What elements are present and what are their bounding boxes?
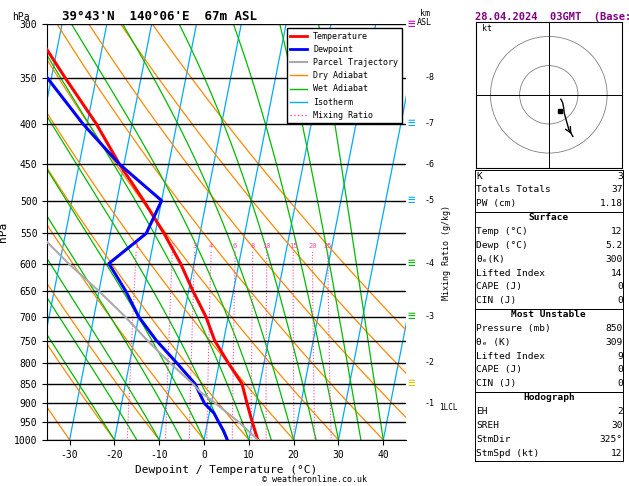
Text: PW (cm): PW (cm) [476,199,516,208]
Y-axis label: hPa: hPa [0,222,8,242]
Text: 2: 2 [170,243,174,249]
Text: 3: 3 [192,243,197,249]
Text: ≡: ≡ [407,18,415,31]
Text: 3: 3 [617,172,623,181]
Text: 0: 0 [617,365,623,375]
Text: Pressure (mb): Pressure (mb) [476,324,551,333]
Text: StmSpd (kt): StmSpd (kt) [476,449,540,458]
Text: 6: 6 [233,243,237,249]
Text: 12: 12 [611,227,623,236]
Text: 5.2: 5.2 [606,241,623,250]
Text: Lifted Index: Lifted Index [476,268,545,278]
Text: 9: 9 [617,352,623,361]
Text: 8: 8 [250,243,255,249]
Text: -5: -5 [425,196,435,205]
Text: Temp (°C): Temp (°C) [476,227,528,236]
Text: 0: 0 [617,380,623,388]
Text: 1LCL: 1LCL [439,403,457,412]
Text: -8: -8 [425,73,435,82]
Text: Mixing Ratio (g/kg): Mixing Ratio (g/kg) [442,206,451,300]
Text: -7: -7 [425,119,435,128]
Text: 15: 15 [289,243,298,249]
Text: ≡: ≡ [407,117,415,130]
Text: EH: EH [476,407,487,416]
Text: 1: 1 [134,243,138,249]
Text: 12: 12 [611,449,623,458]
Text: -4: -4 [425,259,435,268]
Text: SREH: SREH [476,421,499,430]
Text: ≡: ≡ [407,194,415,207]
Text: ≡: ≡ [407,257,415,270]
Text: 325°: 325° [599,435,623,444]
Text: -2: -2 [425,358,435,367]
Text: 28.04.2024  03GMT  (Base: 18): 28.04.2024 03GMT (Base: 18) [475,12,629,22]
Text: CIN (J): CIN (J) [476,296,516,305]
Text: Hodograph: Hodograph [523,393,575,402]
Text: Surface: Surface [529,213,569,222]
Text: Most Unstable: Most Unstable [511,310,586,319]
Text: Totals Totals: Totals Totals [476,185,551,194]
Text: θₑ(K): θₑ(K) [476,255,505,264]
Text: 850: 850 [606,324,623,333]
Text: 4: 4 [209,243,213,249]
Text: 30: 30 [611,421,623,430]
Text: ≡: ≡ [407,377,415,390]
Text: 0: 0 [617,296,623,305]
Text: Lifted Index: Lifted Index [476,352,545,361]
Text: 20: 20 [308,243,317,249]
X-axis label: Dewpoint / Temperature (°C): Dewpoint / Temperature (°C) [135,465,318,475]
Text: -1: -1 [425,399,435,408]
Text: hPa: hPa [13,12,30,22]
Text: θₑ (K): θₑ (K) [476,338,511,347]
Text: 300: 300 [606,255,623,264]
Legend: Temperature, Dewpoint, Parcel Trajectory, Dry Adiabat, Wet Adiabat, Isotherm, Mi: Temperature, Dewpoint, Parcel Trajectory… [287,29,401,123]
Text: 309: 309 [606,338,623,347]
Text: kt: kt [482,24,492,33]
Text: 1.18: 1.18 [599,199,623,208]
Text: 39°43'N  140°06'E  67m ASL: 39°43'N 140°06'E 67m ASL [47,10,257,23]
Text: 14: 14 [611,268,623,278]
Text: © weatheronline.co.uk: © weatheronline.co.uk [262,474,367,484]
Text: StmDir: StmDir [476,435,511,444]
Text: -3: -3 [425,312,435,321]
Text: ≡: ≡ [407,310,415,323]
Text: CIN (J): CIN (J) [476,380,516,388]
Text: CAPE (J): CAPE (J) [476,282,522,292]
Text: 10: 10 [262,243,271,249]
Text: ASL: ASL [417,17,432,27]
Text: 2: 2 [617,407,623,416]
Text: -6: -6 [425,160,435,169]
Text: 0: 0 [617,282,623,292]
Text: CAPE (J): CAPE (J) [476,365,522,375]
Text: 25: 25 [323,243,332,249]
Text: km: km [420,9,430,18]
Text: Dewp (°C): Dewp (°C) [476,241,528,250]
Text: K: K [476,172,482,181]
Text: 37: 37 [611,185,623,194]
